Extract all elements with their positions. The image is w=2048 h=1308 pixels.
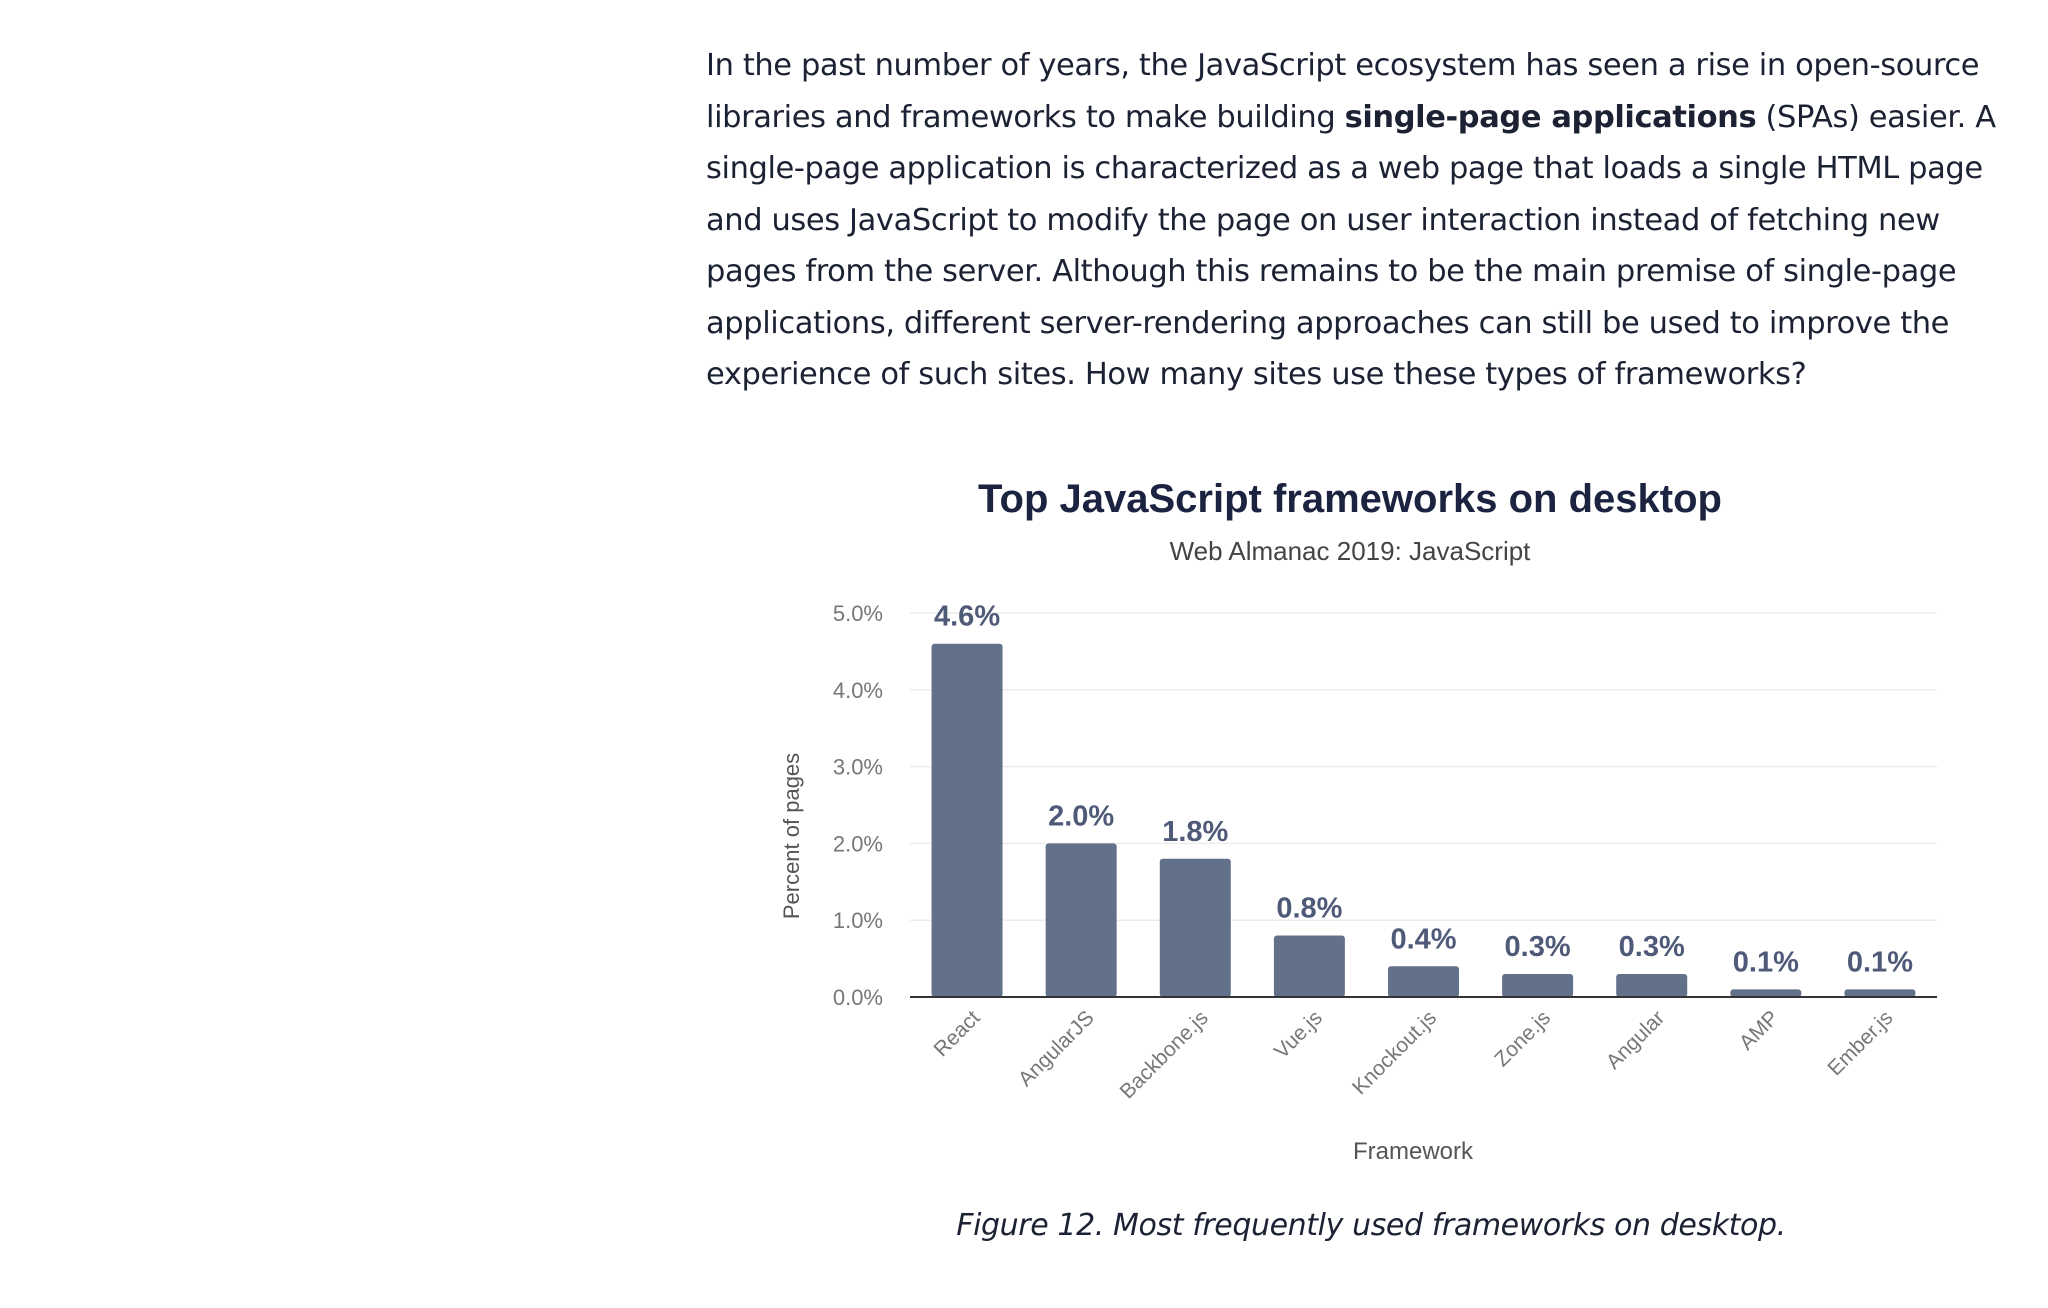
bar-angularjs bbox=[1045, 843, 1117, 997]
article-text-before: In the past number of years, the JavaScr… bbox=[706, 48, 1980, 135]
bar-zone-js bbox=[1502, 973, 1574, 997]
value-label: 1.8% bbox=[1162, 816, 1228, 848]
value-label: 0.1% bbox=[1733, 946, 1799, 978]
y-axis-ticks: 0.0% 1.0% 2.0% 3.0% 4.0% 5.0% bbox=[833, 601, 883, 1010]
value-label: 0.1% bbox=[1847, 946, 1913, 978]
value-label: 2.0% bbox=[1048, 800, 1114, 832]
bar-chart: Top JavaScript frameworks on desktop Web… bbox=[779, 477, 1937, 1165]
y-tick-label: 2.0% bbox=[833, 831, 883, 856]
x-tick-label: Backbone.js bbox=[1116, 1006, 1213, 1103]
x-axis-label: Framework bbox=[1353, 1138, 1474, 1165]
x-tick-label: AMP bbox=[1735, 1006, 1783, 1054]
value-label: 0.8% bbox=[1276, 893, 1342, 925]
bar-vue-js bbox=[1273, 935, 1345, 997]
y-tick-label: 5.0% bbox=[833, 601, 883, 626]
figure-caption: Figure 12. Most frequently used framewor… bbox=[956, 1208, 1786, 1243]
y-tick-label: 4.0% bbox=[833, 678, 883, 703]
x-tick-label: Zone.js bbox=[1490, 1006, 1555, 1071]
chart-bars bbox=[931, 643, 1916, 997]
article-paragraph: In the past number of years, the JavaScr… bbox=[706, 40, 2036, 401]
value-labels: 4.6% 2.0% 1.8% 0.8% 0.4% 0.3% 0.3% 0.1% 0.1% bbox=[934, 601, 1913, 979]
value-label: 0.3% bbox=[1505, 931, 1571, 963]
value-label: 4.6% bbox=[934, 601, 1000, 633]
bar-backbone-js bbox=[1159, 858, 1231, 997]
x-tick-label: Vue.js bbox=[1270, 1006, 1327, 1063]
y-axis-label: Percent of pages bbox=[779, 753, 804, 919]
chart-subtitle: Web Almanac 2019: JavaScript bbox=[1170, 536, 1532, 566]
bar-react bbox=[931, 643, 1003, 997]
value-label: 0.3% bbox=[1619, 931, 1685, 963]
x-tick-label: Ember.js bbox=[1823, 1006, 1897, 1080]
x-tick-label: Angular bbox=[1602, 1006, 1669, 1073]
y-tick-label: 0.0% bbox=[833, 985, 883, 1010]
x-tick-label: AngularJS bbox=[1014, 1006, 1099, 1091]
chart-title: Top JavaScript frameworks on desktop bbox=[978, 477, 1722, 521]
chart-figure: Top JavaScript frameworks on desktop Web… bbox=[760, 470, 1960, 1190]
bar-knockout-js bbox=[1388, 966, 1459, 997]
bar-amp bbox=[1730, 989, 1802, 997]
x-axis-ticks: React AngularJS Backbone.js Vue.js Knockout.… bbox=[930, 1006, 1898, 1103]
bar-angular bbox=[1616, 973, 1688, 997]
y-tick-label: 3.0% bbox=[833, 755, 883, 780]
y-tick-label: 1.0% bbox=[833, 908, 883, 933]
article-text-after: (SPAs) easier. A single-page application… bbox=[706, 99, 1996, 393]
x-tick-label: React bbox=[930, 1006, 985, 1061]
value-label: 0.4% bbox=[1390, 923, 1456, 955]
x-tick-label: Knockout.js bbox=[1348, 1006, 1441, 1099]
article-bold-term: single-page applications bbox=[1344, 99, 1757, 135]
bar-ember-js bbox=[1844, 989, 1916, 997]
